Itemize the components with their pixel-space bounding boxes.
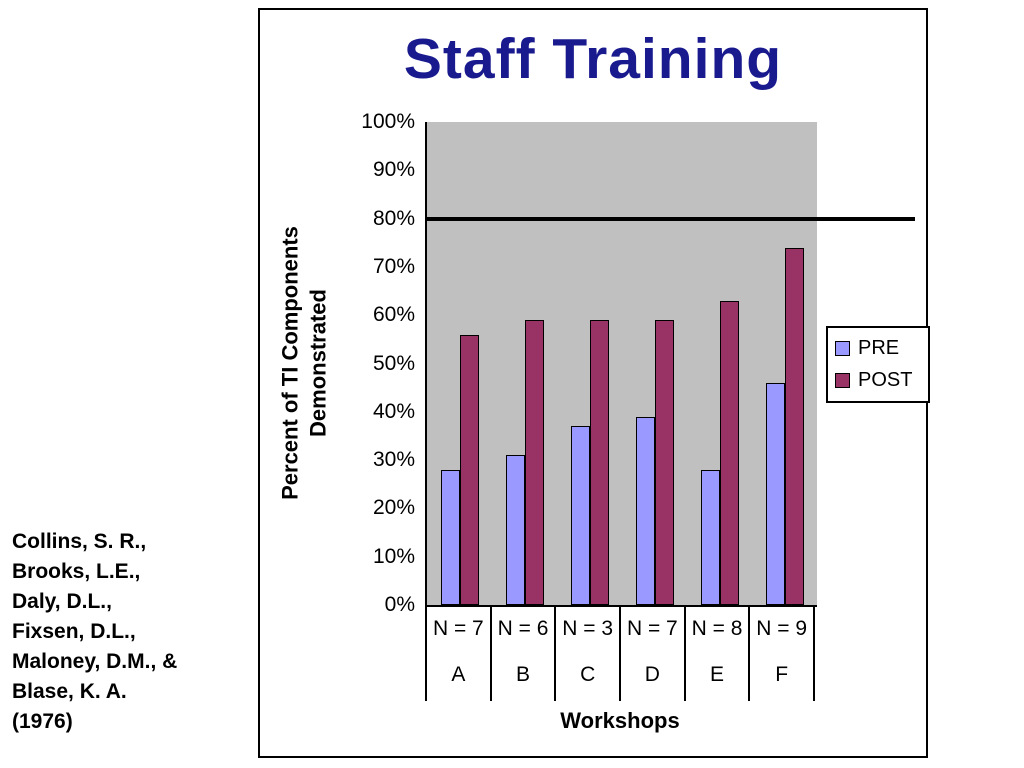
x-n-label: N = 7 bbox=[432, 617, 484, 640]
bar-group-D bbox=[622, 122, 687, 605]
y-axis-ticks: 0% 10% 20% 30% 40% 50% 60% 70% 80% 90% 100% bbox=[310, 110, 415, 616]
bar-pre-C bbox=[570, 426, 590, 605]
x-axis-table: N = 7 A N = 6 B N = 3 C N = 7 D N = 8 E N = 9 F bbox=[425, 607, 816, 701]
y-tick-label: 90% bbox=[372, 158, 415, 182]
y-tick-label: 100% bbox=[361, 110, 415, 133]
bar-post-B bbox=[524, 320, 544, 605]
chart-title: Staff Training bbox=[403, 27, 783, 91]
x-axis-title: Workshops bbox=[560, 708, 680, 733]
legend-swatch-post bbox=[835, 373, 850, 388]
legend-entry-post: POST bbox=[835, 369, 921, 392]
x-category-label: B bbox=[516, 663, 531, 686]
y-tick-label: 30% bbox=[372, 448, 415, 472]
y-tick-label: 70% bbox=[372, 254, 415, 278]
y-tick-label: 50% bbox=[372, 351, 415, 375]
bar-post-D bbox=[654, 320, 674, 605]
legend-swatch-pre bbox=[835, 341, 850, 356]
x-n-label: N = 9 bbox=[756, 617, 808, 640]
bar-pre-A bbox=[440, 469, 460, 605]
bar-group-C bbox=[557, 122, 622, 605]
x-category-cell-B: N = 6 B bbox=[492, 607, 557, 701]
legend-entries: PRE POST bbox=[826, 326, 930, 403]
x-n-label: N = 3 bbox=[562, 617, 614, 640]
x-category-label: F bbox=[775, 663, 789, 686]
bar-group-B bbox=[492, 122, 557, 605]
citation-text: Collins, S. R., Brooks, L.E., Daly, D.L.… bbox=[12, 530, 178, 733]
y-tick-label: 20% bbox=[372, 496, 415, 520]
bar-post-F bbox=[784, 247, 804, 605]
x-category-cell-E: N = 8 E bbox=[686, 607, 751, 701]
bar-post-E bbox=[719, 300, 739, 605]
x-n-label: N = 6 bbox=[497, 617, 549, 640]
legend-label: POST bbox=[858, 369, 913, 391]
x-category-cell-F: N = 9 F bbox=[750, 607, 816, 701]
bar-pre-F bbox=[765, 382, 785, 605]
x-category-label: A bbox=[451, 663, 466, 686]
plot-area bbox=[425, 122, 817, 607]
y-tick-label: 80% bbox=[372, 206, 415, 230]
bar-post-C bbox=[589, 320, 609, 605]
y-tick-label: 10% bbox=[372, 544, 415, 568]
y-tick-label: 0% bbox=[384, 593, 415, 616]
legend-entry-pre: PRE bbox=[835, 337, 921, 360]
x-category-cell-C: N = 3 C bbox=[556, 607, 622, 701]
bar-pre-D bbox=[635, 416, 655, 605]
x-category-label: D bbox=[644, 663, 660, 686]
y-tick-label: 60% bbox=[372, 303, 415, 327]
y-tick-label: 40% bbox=[372, 399, 415, 423]
bar-pre-E bbox=[700, 469, 720, 605]
x-category-cell-A: N = 7 A bbox=[427, 607, 492, 701]
legend-label: PRE bbox=[858, 337, 900, 359]
x-category-label: E bbox=[710, 663, 725, 686]
chart-frame: Staff Training Percent of TI Components … bbox=[258, 8, 930, 758]
bar-group-A bbox=[427, 122, 492, 605]
x-n-label: N = 8 bbox=[691, 617, 743, 640]
bar-group-E bbox=[687, 122, 752, 605]
bar-group-F bbox=[752, 122, 817, 605]
x-category-label: C bbox=[580, 663, 596, 686]
x-n-label: N = 7 bbox=[626, 617, 678, 640]
x-category-cell-D: N = 7 D bbox=[621, 607, 686, 701]
bar-pre-B bbox=[505, 455, 525, 605]
bar-post-A bbox=[459, 334, 479, 605]
